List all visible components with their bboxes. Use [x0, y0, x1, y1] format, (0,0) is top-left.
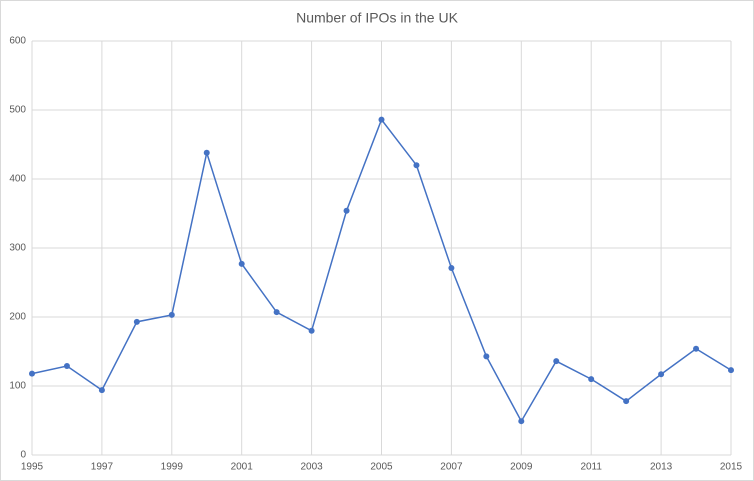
marker	[343, 207, 350, 214]
x-tick-label: 2009	[510, 462, 533, 473]
marker	[238, 260, 245, 267]
marker	[623, 398, 630, 405]
x-tick-label: 2001	[231, 462, 254, 473]
marker	[728, 367, 734, 374]
y-tick-label: 500	[9, 105, 26, 116]
x-tick-label: 2005	[370, 462, 393, 473]
marker	[658, 371, 665, 378]
marker	[98, 387, 105, 394]
y-tick-label: 100	[9, 381, 26, 392]
x-tick-label: 1999	[161, 462, 184, 473]
chart-title: Number of IPOs in the UK	[296, 10, 459, 26]
y-tick-label: 600	[9, 36, 26, 47]
marker	[133, 318, 140, 325]
y-tick-label: 0	[20, 450, 26, 461]
marker	[448, 265, 455, 272]
y-tick-label: 200	[9, 312, 26, 323]
marker	[308, 327, 315, 334]
marker	[168, 311, 175, 318]
marker	[518, 418, 525, 425]
marker	[553, 358, 560, 365]
marker	[273, 309, 280, 316]
marker	[203, 149, 210, 156]
x-tick-label: 1995	[21, 462, 44, 473]
marker	[693, 345, 700, 352]
marker	[588, 376, 595, 383]
x-tick-label: 2013	[650, 462, 673, 473]
x-tick-label: 2007	[440, 462, 463, 473]
x-tick-label: 2011	[580, 462, 602, 473]
marker	[63, 362, 70, 369]
marker	[413, 162, 420, 169]
marker	[483, 353, 490, 360]
x-tick-label: 2015	[720, 462, 743, 473]
y-tick-label: 400	[9, 174, 26, 185]
marker	[29, 370, 35, 377]
x-tick-label: 1997	[91, 462, 114, 473]
y-tick-label: 300	[9, 243, 26, 254]
x-tick-label: 2003	[300, 462, 323, 473]
marker	[378, 116, 385, 123]
